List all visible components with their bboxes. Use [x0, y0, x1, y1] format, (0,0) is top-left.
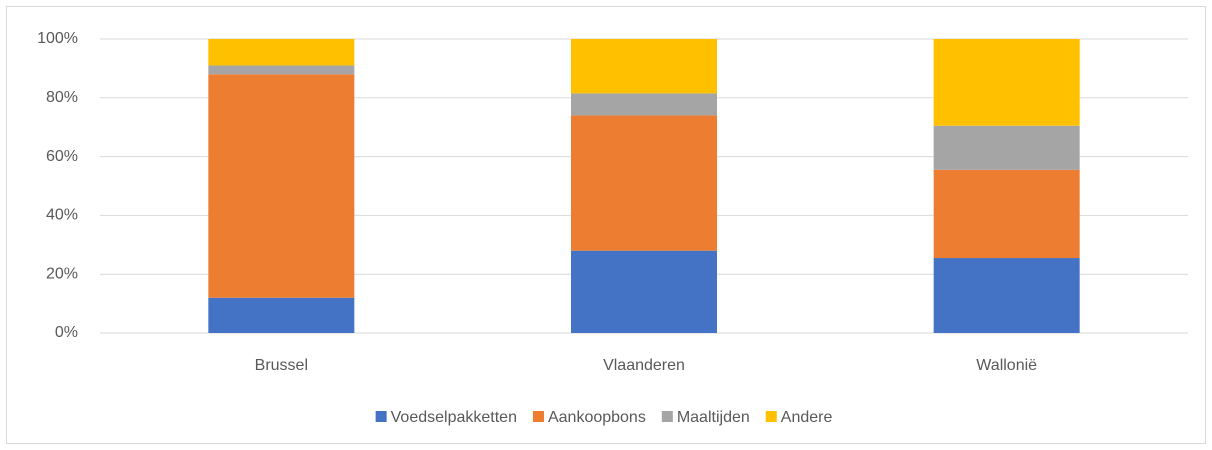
bar-segment [571, 250, 717, 333]
bar-segment [208, 65, 355, 75]
y-tick-label: 40% [46, 207, 78, 224]
x-tick-label: Vlaanderen [603, 357, 685, 374]
legend-label: Maaltijden [677, 409, 750, 426]
y-tick-label: 80% [46, 89, 78, 106]
bar-segment [933, 125, 1080, 170]
legend-swatch [532, 411, 544, 422]
bar-segment [933, 258, 1080, 333]
x-tick-label: Brussel [255, 357, 308, 374]
bar-segment [208, 297, 355, 333]
y-tick-label: 20% [46, 265, 78, 282]
legend-label: Andere [781, 409, 833, 426]
legend-swatch [765, 411, 777, 422]
y-tick-label: 0% [55, 324, 78, 341]
y-tick-label: 60% [46, 148, 78, 165]
bar-segment [208, 39, 355, 66]
bar-segment [571, 115, 717, 251]
bar-segment [571, 39, 717, 94]
bar-segment [933, 39, 1080, 126]
bar-segment [933, 169, 1080, 259]
x-tick-label: Wallonië [976, 357, 1037, 374]
bar-segment [571, 93, 717, 116]
legend-swatch [661, 411, 673, 422]
legend-label: Voedselpakketten [391, 409, 517, 426]
legend-label: Aankoopbons [548, 409, 646, 426]
legend-swatch [375, 411, 387, 422]
y-tick-label: 100% [37, 30, 78, 47]
bar-segment [208, 74, 355, 298]
